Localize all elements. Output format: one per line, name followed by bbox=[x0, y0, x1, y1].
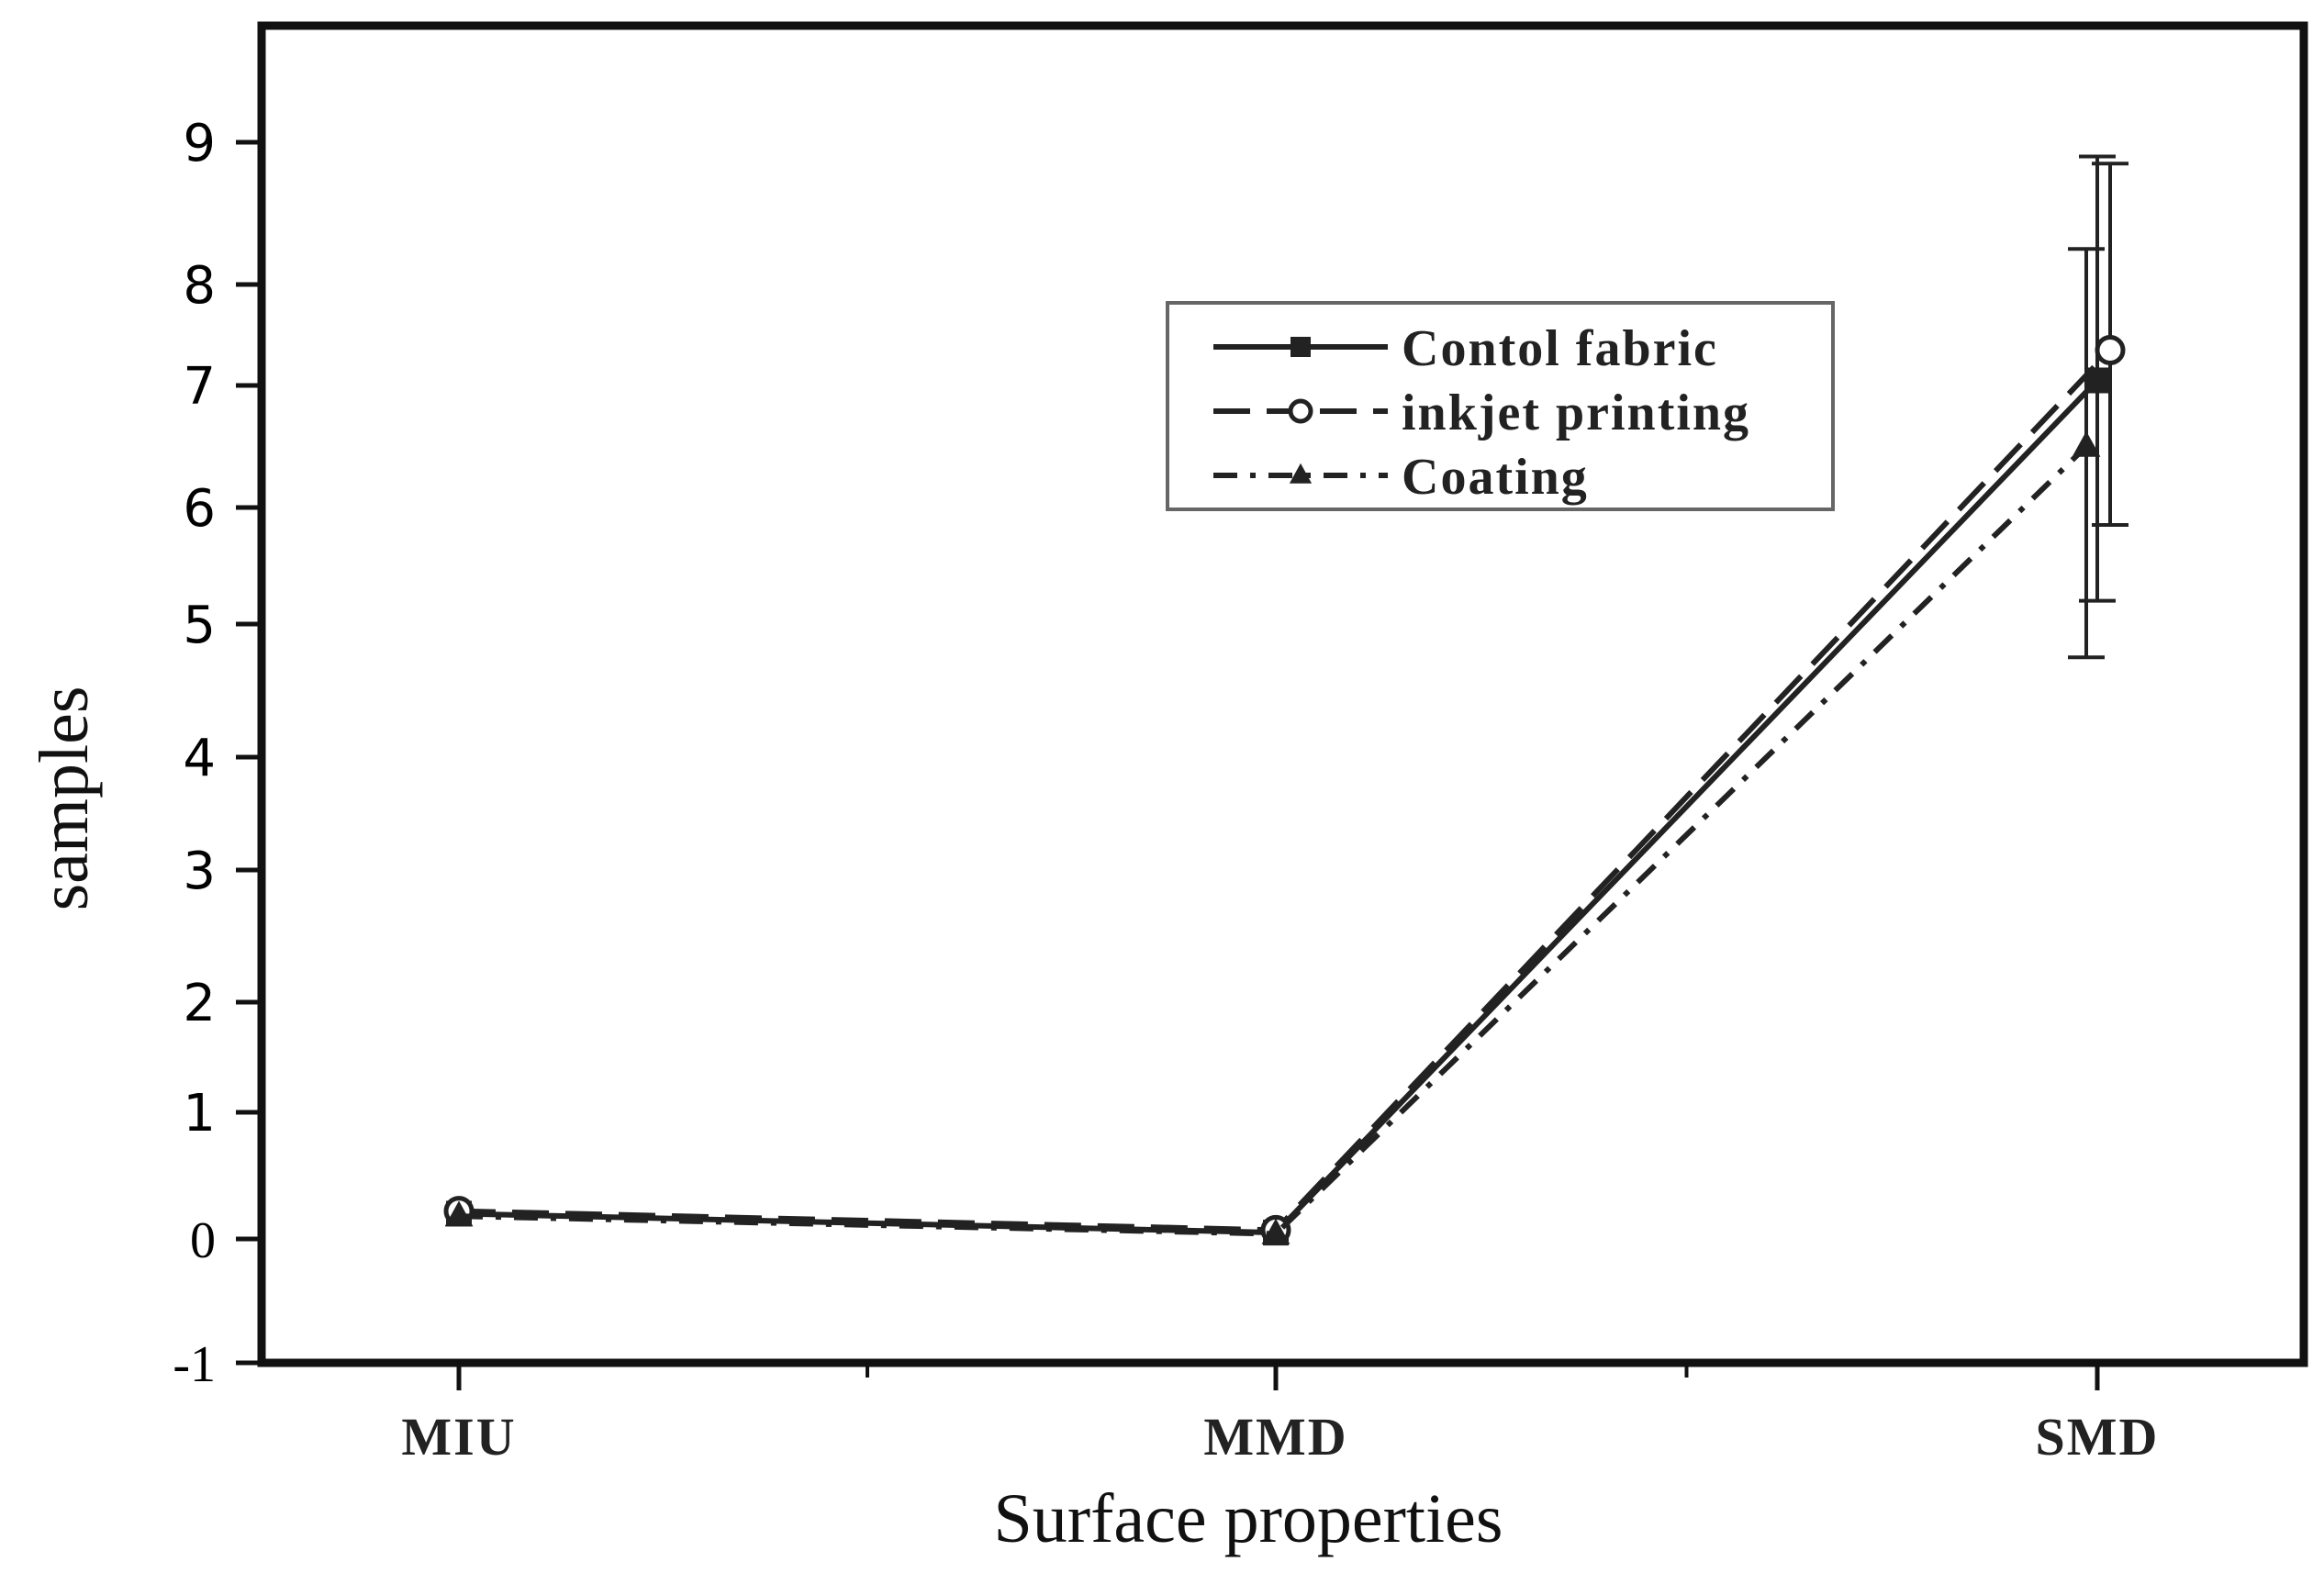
data-point bbox=[2095, 335, 2126, 365]
legend-label: Contol fabric bbox=[1402, 320, 1718, 377]
legend-item: Contol fabric bbox=[1213, 320, 1718, 377]
data-point bbox=[444, 1200, 474, 1227]
data-point bbox=[2072, 430, 2101, 457]
y-tick-label: 7 bbox=[183, 357, 216, 417]
data-point bbox=[1261, 1218, 1290, 1244]
legend-marker bbox=[1289, 463, 1313, 484]
y-tick-label: 1 bbox=[183, 1084, 216, 1143]
legend-marker bbox=[1290, 337, 1311, 357]
y-tick-label: 6 bbox=[183, 479, 216, 539]
plot-frame bbox=[257, 21, 2308, 1367]
legend-item: Coating bbox=[1213, 449, 1589, 506]
series-line bbox=[458, 444, 2089, 1237]
x-tick-label: MMD bbox=[1203, 1407, 1347, 1467]
legend-marker bbox=[1288, 398, 1313, 424]
legend-label: Coating bbox=[1402, 449, 1589, 506]
x-tick-label: SMD bbox=[2036, 1407, 2160, 1467]
y-tick-label: 5 bbox=[183, 596, 216, 655]
y-tick-label: 3 bbox=[183, 842, 216, 901]
y-tick-label: 4 bbox=[183, 729, 216, 788]
y-tick-label: -1 bbox=[173, 1336, 216, 1393]
y-tick-label: 0 bbox=[190, 1212, 216, 1269]
legend-item: inkjet printing bbox=[1213, 385, 1750, 441]
x-axis-label: Surface properties bbox=[994, 1480, 1503, 1557]
y-tick-label: 9 bbox=[183, 114, 216, 173]
y-tick-label: 2 bbox=[183, 974, 216, 1033]
y-tick-label: 8 bbox=[183, 256, 216, 316]
x-tick-label: MIU bbox=[401, 1407, 516, 1467]
y-axis-label: samples bbox=[26, 686, 103, 911]
legend-label: inkjet printing bbox=[1402, 385, 1750, 441]
series-coating bbox=[444, 247, 2105, 1244]
